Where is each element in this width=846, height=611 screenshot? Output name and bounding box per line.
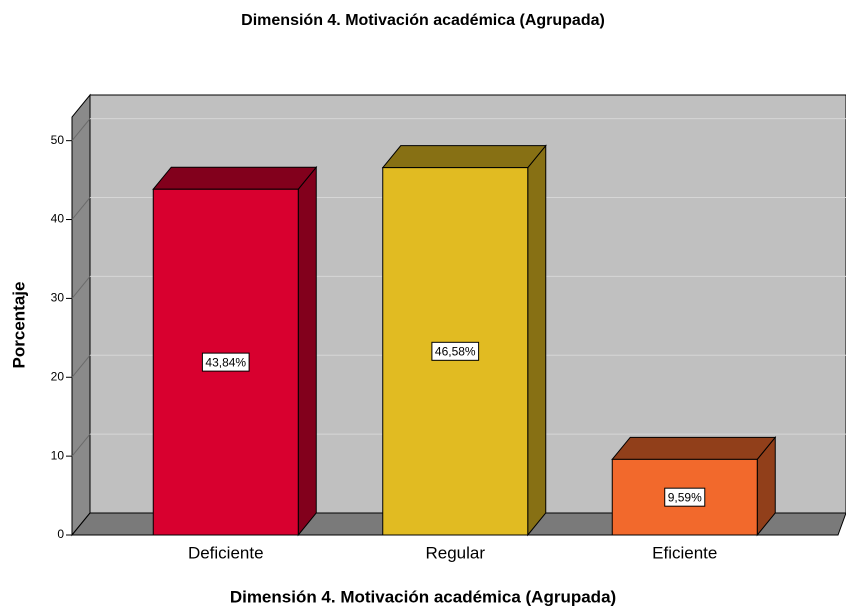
left-wall xyxy=(71,93,91,537)
grid-line-side xyxy=(71,276,91,299)
chart-title: Dimensión 4. Motivación académica (Agrup… xyxy=(241,12,605,29)
bar-top xyxy=(611,436,777,460)
y-tick-label: 10 xyxy=(51,448,65,462)
x-tick-label: Regular xyxy=(425,543,485,562)
x-tick-label: Deficiente xyxy=(188,543,264,562)
value-label-box xyxy=(431,341,480,361)
grid-line-side xyxy=(71,433,91,457)
bar-side xyxy=(527,144,547,537)
y-tick-label: 0 xyxy=(57,527,64,541)
y-tick-label: 50 xyxy=(51,133,65,147)
y-tick-label: 20 xyxy=(51,369,65,383)
value-label: 9,59% xyxy=(668,490,702,504)
grid-line-side xyxy=(71,197,91,220)
bar-top xyxy=(152,166,318,190)
grid-line-side xyxy=(71,118,91,141)
value-label-box xyxy=(664,487,706,507)
value-label-box xyxy=(201,352,250,372)
bar-top xyxy=(381,145,547,169)
y-tick-label: 40 xyxy=(51,212,65,226)
x-axis-title: Dimensión 4. Motivación académica (Agrup… xyxy=(230,587,616,606)
bar-side xyxy=(297,165,317,537)
x-tick-label: Eficiente xyxy=(652,543,717,562)
value-label: 43,84% xyxy=(205,355,246,369)
y-tick-label: 30 xyxy=(51,291,65,305)
y-axis-title: Porcentaje xyxy=(9,282,28,369)
grid-line-side xyxy=(71,354,91,378)
value-label: 46,58% xyxy=(435,344,476,358)
